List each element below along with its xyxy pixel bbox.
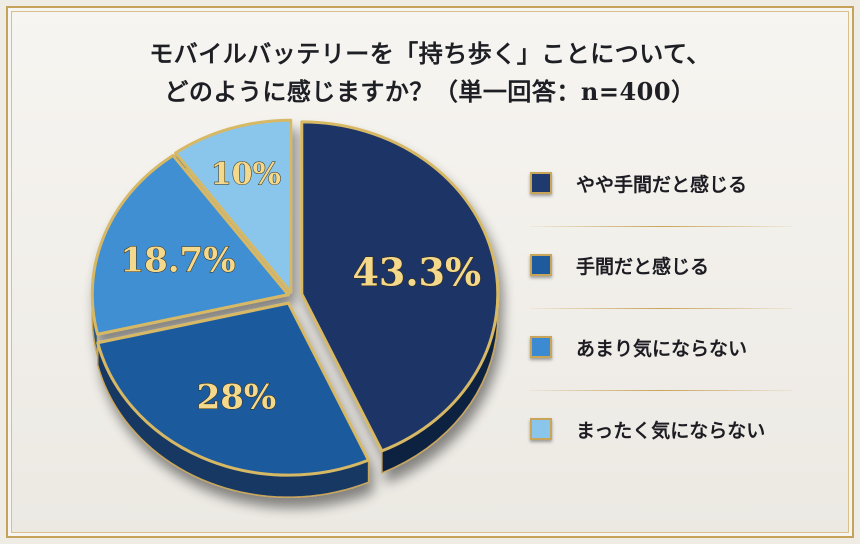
legend-swatch-3: [530, 336, 552, 358]
legend-label-1: やや手間だと感じる: [576, 174, 748, 196]
legend-divider: [530, 390, 792, 391]
legend-item-3: あまり気にならない: [530, 330, 790, 370]
chart-title-line-1: モバイルバッテリーを「持ち歩く」ことについて、: [149, 39, 711, 68]
chart-title-line-2: どのように感じますか？（単一回答：n=400）: [164, 77, 696, 106]
pie-slice-2: [96, 301, 371, 477]
legend-item-4: まったく気にならない: [530, 412, 790, 452]
pie-slice-3: [90, 153, 290, 336]
data-label-1: 43.3%: [352, 249, 481, 294]
legend-swatch-2: [530, 254, 552, 276]
data-label-2: 28%: [197, 378, 277, 418]
legend-divider: [530, 308, 792, 309]
legend-swatch-4: [530, 418, 552, 440]
legend-swatch-1: [530, 172, 552, 194]
legend-item-1: やや手間だと感じる: [530, 166, 790, 206]
legend-label-2: 手間だと感じる: [576, 256, 710, 278]
data-label-4: 10%: [211, 157, 281, 192]
legend-label-4: まったく気にならない: [576, 420, 766, 442]
legend-item-2: 手間だと感じる: [530, 248, 790, 288]
pie-slice-4: [174, 118, 293, 294]
legend-label-3: あまり気にならない: [576, 338, 748, 360]
data-label-3: 18.7%: [120, 241, 235, 281]
legend-divider: [530, 226, 792, 227]
pie-slice-1: [300, 120, 500, 453]
